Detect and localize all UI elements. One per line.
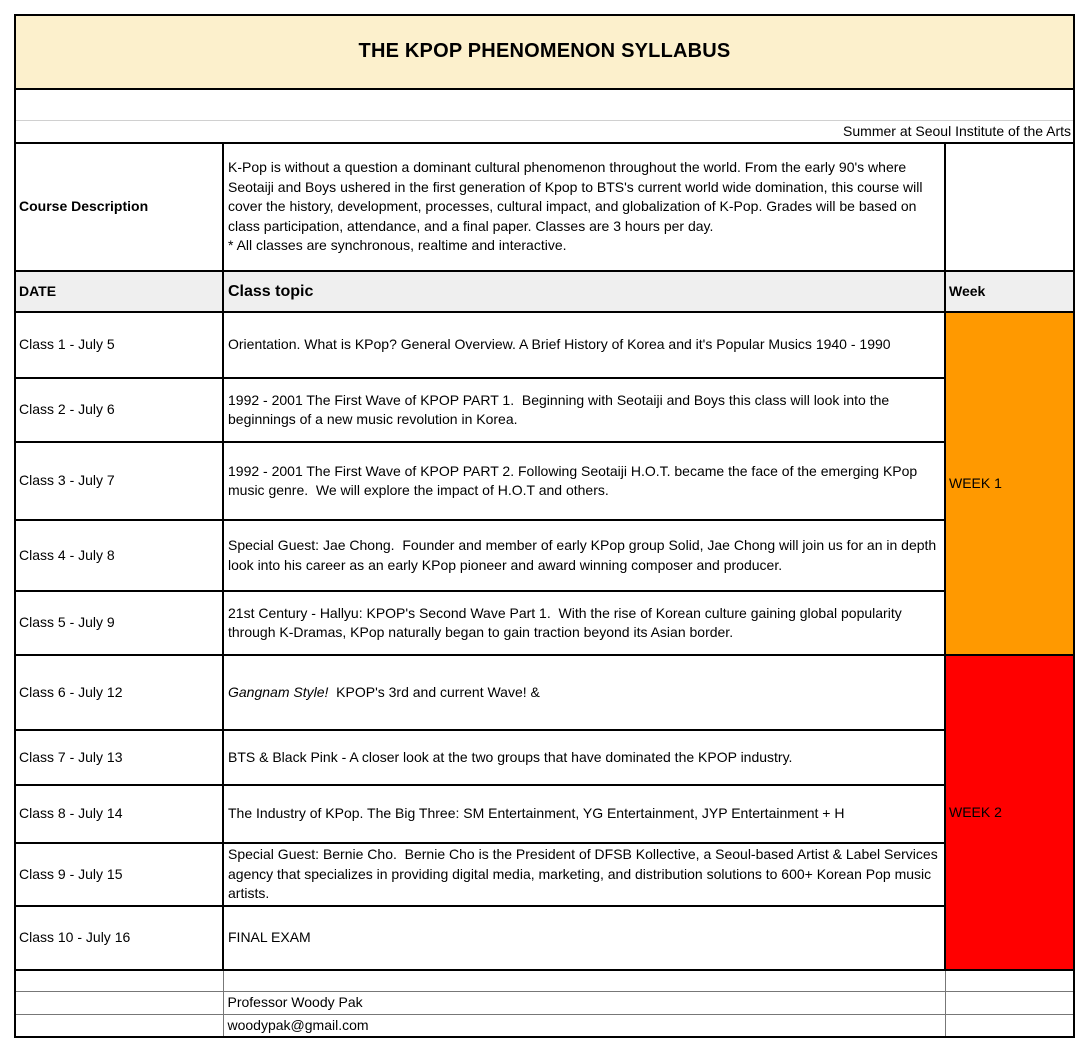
page-title: THE KPOP PHENOMENON SYLLABUS	[13, 14, 1076, 90]
date-cell: Class 2 - July 6	[14, 377, 224, 443]
week-2-cell: WEEK 2	[943, 654, 1076, 971]
course-description-row: Course Description K-Pop is without a qu…	[14, 142, 1076, 272]
spacer-cell	[15, 89, 1074, 120]
class-row-1: Class 1 - July 5 Orientation. What is KP…	[14, 311, 1076, 656]
col-header-date: DATE	[14, 270, 224, 313]
date-cell: Class 8 - July 14	[14, 784, 224, 844]
footer-empty-cell	[944, 991, 1075, 1015]
col-header-week: Week	[943, 270, 1076, 313]
course-description-text: K-Pop is without a question a dominant c…	[222, 142, 946, 272]
spacer-row	[15, 89, 1074, 120]
footer-empty-cell	[222, 969, 946, 992]
date-cell: Class 9 - July 15	[14, 842, 224, 907]
title-row: THE KPOP PHENOMENON SYLLABUS	[13, 14, 1076, 90]
date-cell: Class 6 - July 12	[14, 654, 224, 731]
footer-spacer-row	[14, 969, 1075, 992]
footer-empty-cell	[944, 1013, 1075, 1038]
syllabus-table: THE KPOP PHENOMENON SYLLABUS Summer at S…	[13, 14, 1076, 1038]
course-description-week-cell	[943, 142, 1076, 272]
topic-cell: The Industry of KPop. The Big Three: SM …	[222, 784, 946, 844]
footer-empty-cell	[14, 969, 224, 992]
topic-italic-text: Gangnam Style!	[228, 683, 329, 700]
footer-empty-cell	[14, 1013, 224, 1038]
footer-empty-cell	[14, 991, 224, 1015]
topic-text: KPOP's 3rd and current Wave! &	[328, 683, 540, 700]
date-cell: Class 1 - July 5	[14, 311, 224, 379]
date-cell: Class 10 - July 16	[14, 904, 224, 971]
class-row-9: Class 9 - July 15 Special Guest: Bernie …	[14, 842, 1074, 907]
topic-cell: Special Guest: Bernie Cho. Bernie Cho is…	[222, 842, 946, 907]
footer-empty-cell	[944, 969, 1075, 992]
topic-cell: 1992 - 2001 The First Wave of KPOP PART …	[222, 377, 946, 443]
date-cell: Class 7 - July 13	[14, 729, 224, 786]
col-header-topic: Class topic	[222, 270, 946, 313]
topic-cell: BTS & Black Pink - A closer look at the …	[222, 729, 946, 786]
professor-name: Professor Woody Pak	[222, 991, 946, 1015]
topic-cell: Special Guest: Jae Chong. Founder and me…	[222, 519, 946, 592]
class-row-5: Class 5 - July 9 21st Century - Hallyu: …	[14, 590, 1074, 656]
date-cell: Class 3 - July 7	[14, 441, 224, 521]
column-header-row: DATE Class topic Week	[14, 270, 1076, 313]
topic-cell: Orientation. What is KPop? General Overv…	[222, 311, 946, 379]
course-description-label: Course Description	[14, 142, 224, 272]
class-row-2: Class 2 - July 6 1992 - 2001 The First W…	[14, 377, 1074, 443]
week-1-cell: WEEK 1	[943, 311, 1076, 656]
class-row-8: Class 8 - July 14 The Industry of KPop. …	[14, 784, 1074, 844]
topic-cell: Gangnam Style! KPOP's 3rd and current Wa…	[222, 654, 946, 731]
subtitle-row: Summer at Seoul Institute of the Arts	[15, 119, 1075, 143]
topic-cell: 1992 - 2001 The First Wave of KPOP PART …	[222, 441, 946, 521]
professor-email: woodypak@gmail.com	[222, 1013, 946, 1038]
subtitle: Summer at Seoul Institute of the Arts	[15, 119, 1075, 143]
topic-cell: 21st Century - Hallyu: KPOP's Second Wav…	[222, 590, 946, 656]
class-row-7: Class 7 - July 13 BTS & Black Pink - A c…	[14, 729, 1074, 786]
class-row-3: Class 3 - July 7 1992 - 2001 The First W…	[14, 441, 1074, 521]
date-cell: Class 5 - July 9	[14, 590, 224, 656]
class-row-10: Class 10 - July 16 FINAL EXAM	[14, 904, 1074, 971]
professor-row: Professor Woody Pak	[14, 991, 1075, 1015]
topic-cell: FINAL EXAM	[222, 904, 946, 971]
class-row-6: Class 6 - July 12 Gangnam Style! KPOP's …	[14, 654, 1076, 971]
class-row-4: Class 4 - July 8 Special Guest: Jae Chon…	[14, 519, 1074, 592]
date-cell: Class 4 - July 8	[14, 519, 224, 592]
email-row: woodypak@gmail.com	[14, 1013, 1075, 1038]
